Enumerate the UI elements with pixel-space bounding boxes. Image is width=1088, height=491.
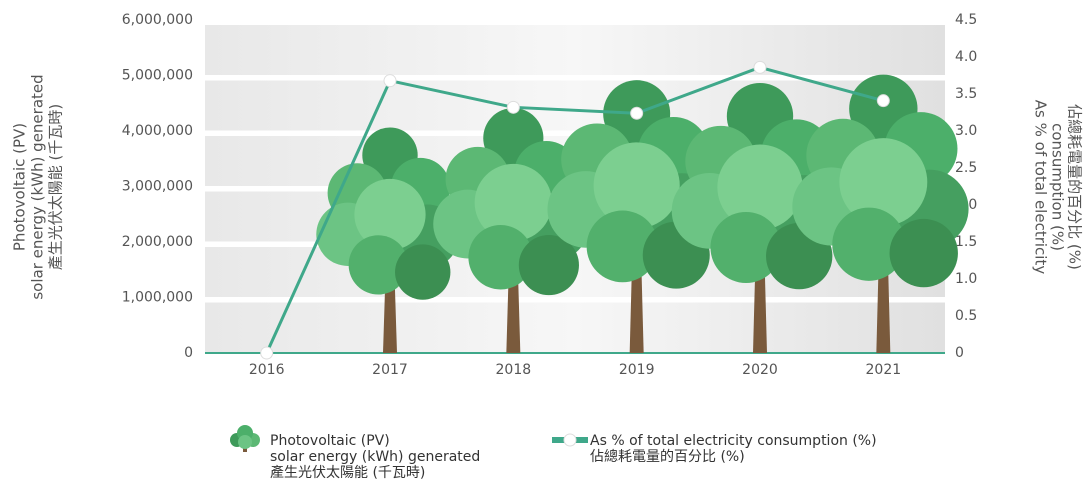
grid-band <box>205 25 945 76</box>
point <box>754 61 766 73</box>
grid-band <box>205 303 945 354</box>
y-axis-title: 產生光伏太陽能 (千瓦時) <box>47 104 65 270</box>
y-axis-title: Photovoltaic (PV) <box>11 123 29 251</box>
y2-tick-label: 3.5 <box>955 86 977 102</box>
legend-label: 佔總耗電量的百分比 (%) <box>590 448 745 465</box>
legend-label: As % of total electricity consumption (%… <box>590 433 877 449</box>
legend-label: solar energy (kWh) generated <box>270 449 480 465</box>
x-tick-label: 2016 <box>249 362 285 378</box>
y2-tick-label: 1.0 <box>955 271 977 287</box>
legend-icon <box>230 425 260 452</box>
x-tick-label: 2021 <box>866 362 902 378</box>
point <box>507 101 519 113</box>
point <box>261 347 273 359</box>
y2-tick-label: 4.5 <box>955 12 977 28</box>
y2-axis-title: consumption (%) <box>1049 123 1067 251</box>
y-tick-label: 6,000,000 <box>122 12 193 28</box>
legend-point <box>564 434 576 446</box>
point <box>631 107 643 119</box>
y-tick-label: 3,000,000 <box>122 179 193 195</box>
point <box>384 75 396 87</box>
x-tick-label: 2020 <box>742 362 778 378</box>
chart: 0 1,000,000 2,000,000 3,000,000 4,000,000 5,0… <box>0 0 1088 491</box>
y-tick-label: 1,000,000 <box>122 290 193 306</box>
y-tick-label: 0 <box>184 345 193 361</box>
y-tick-label: 5,000,000 <box>122 68 193 84</box>
x-tick-label: 2019 <box>619 362 655 378</box>
y2-tick-label: 3.0 <box>955 123 977 139</box>
y-axis-title: solar energy (kWh) generated <box>29 74 47 299</box>
legend-canopy <box>238 435 252 449</box>
legend-label: 產生光伏太陽能 (千瓦時) <box>270 464 425 481</box>
tree-canopy <box>890 219 958 287</box>
y2-tick-label: 2.5 <box>955 160 977 176</box>
y2-tick-label: 0.5 <box>955 308 977 324</box>
x-tick-label: 2018 <box>496 362 532 378</box>
y-tick-label: 2,000,000 <box>122 234 193 250</box>
y2-tick-label: 4.0 <box>955 49 977 65</box>
y2-axis-title: As % of total electricity <box>1032 100 1050 275</box>
tree-canopy <box>395 244 450 299</box>
y2-tick-label: 0 <box>955 345 964 361</box>
point <box>877 95 889 107</box>
y-tick-label: 4,000,000 <box>122 123 193 139</box>
legend-label: Photovoltaic (PV) <box>270 433 390 449</box>
x-tick-label: 2017 <box>372 362 408 378</box>
y2-tick-label: 1.5 <box>955 234 977 250</box>
y2-axis-title: 佔總耗電量的百分比 (%) <box>1066 104 1084 270</box>
